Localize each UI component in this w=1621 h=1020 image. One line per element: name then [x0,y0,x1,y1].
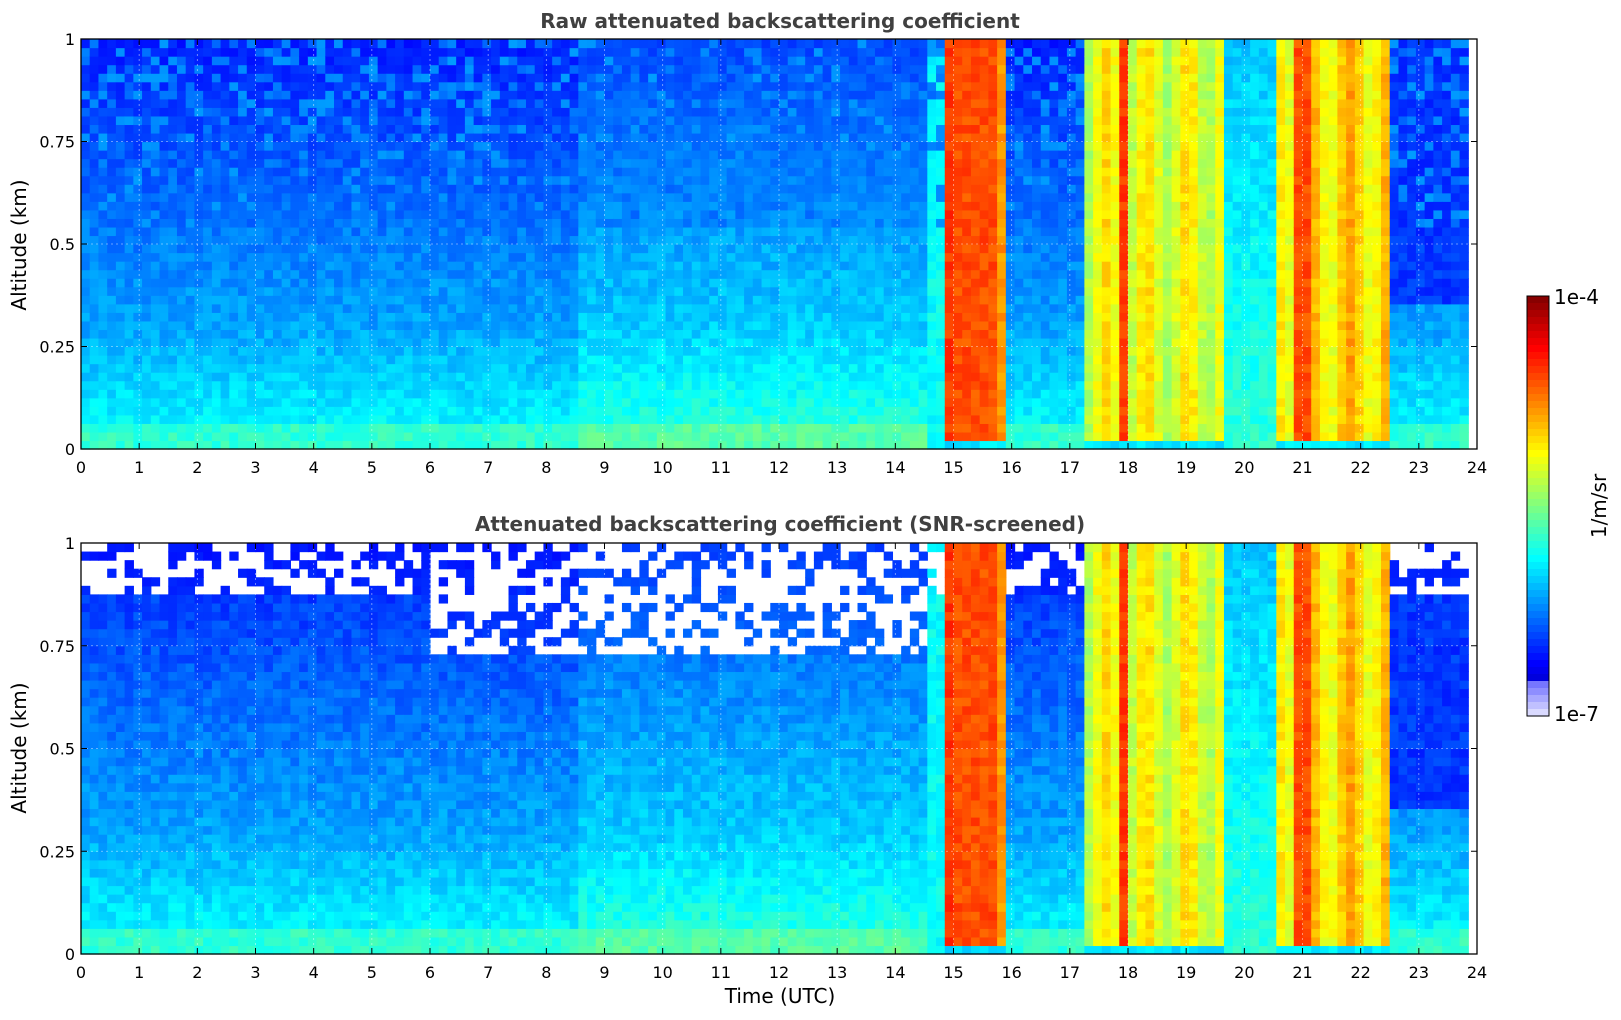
x-tick-label: 16 [1001,963,1021,982]
x-tick-label: 2 [192,963,202,982]
panel-screened: Attenuated backscattering coefficient (S… [7,512,1487,1008]
x-tick-label: 17 [1060,963,1080,982]
x-tick-label: 24 [1467,458,1487,477]
y-tick-label: 1 [65,30,75,49]
x-tick-label: 6 [425,963,435,982]
x-tick-label: 16 [1001,458,1021,477]
x-tick-label: 5 [367,458,377,477]
x-tick-label: 19 [1176,458,1196,477]
y-axis-label-raw: Altitude (km) [7,179,31,310]
y-tick-label: 0.75 [39,637,75,656]
y-tick-label: 0.25 [39,842,75,861]
x-tick-label: 1 [134,963,144,982]
x-tick-labels-screened: 0 1 2 3 4 5 6 7 8 9 10 11 12 13 14 15 16 17 18 19 20 21 22 23 24 [76,543,1487,982]
x-tick-label: 8 [541,963,551,982]
colorbar-gradient [1527,296,1549,717]
x-tick-label: 13 [827,458,847,477]
x-tick-label: 20 [1234,963,1254,982]
colorbar-frame [1526,295,1550,717]
grid-screened [81,543,1477,954]
x-tick-label: 23 [1409,458,1429,477]
colorbar-unit-label: 1/m/sr [1587,473,1611,538]
x-tick-label: 3 [250,963,260,982]
x-tick-labels-raw: 0 1 2 3 4 5 6 7 8 9 10 11 12 13 14 15 16 17 18 19 20 21 22 23 24 [76,39,1487,477]
x-tick-label: 3 [250,458,260,477]
y-tick-labels-screened: 0 0.25 0.5 0.75 1 [39,534,1477,964]
x-tick-label: 7 [483,458,493,477]
y-tick-label: 0.25 [39,338,75,357]
x-tick-label: 10 [652,963,672,982]
x-tick-label: 9 [599,458,609,477]
x-tick-label: 13 [827,963,847,982]
colorbar-min-label: 1e-7 [1554,702,1599,726]
grid-raw [81,39,1477,449]
x-tick-label: 8 [541,458,551,477]
y-axis-label-screened: Altitude (km) [7,682,31,813]
x-tick-label: 5 [367,963,377,982]
y-tick-label: 0 [65,945,75,964]
x-tick-label: 11 [711,963,731,982]
x-tick-label: 7 [483,963,493,982]
y-tick-label: 0.5 [50,740,75,759]
x-tick-label: 20 [1234,458,1254,477]
x-tick-label: 10 [652,458,672,477]
panel-raw: Raw attenuated backscattering coefficien… [7,9,1487,477]
x-tick-label: 14 [885,963,905,982]
colorbar-max-label: 1e-4 [1554,285,1599,309]
x-tick-label: 22 [1350,458,1370,477]
x-tick-label: 12 [769,963,789,982]
x-tick-label: 17 [1060,458,1080,477]
y-tick-labels-raw: 0 0.25 0.5 0.75 1 [39,30,1477,459]
x-tick-label: 12 [769,458,789,477]
x-tick-label: 6 [425,458,435,477]
panel-raw-title: Raw attenuated backscattering coefficien… [540,9,1020,33]
x-tick-label: 22 [1350,963,1370,982]
panel-screened-title: Attenuated backscattering coefficient (S… [475,512,1085,536]
x-tick-label: 21 [1292,963,1312,982]
y-tick-label: 1 [65,534,75,553]
x-tick-label: 14 [885,458,905,477]
x-tick-label: 15 [943,963,963,982]
x-tick-label: 9 [599,963,609,982]
y-tick-label: 0.5 [50,235,75,254]
x-tick-label: 18 [1118,963,1138,982]
x-tick-label: 11 [711,458,731,477]
x-tick-label: 2 [192,458,202,477]
x-tick-label: 24 [1467,963,1487,982]
x-tick-label: 4 [309,458,319,477]
y-tick-label: 0 [65,440,75,459]
colorbar: 1e-4 1e-7 1/m/sr [1526,285,1611,726]
heatmap-raw [81,39,1477,450]
x-tick-label: 23 [1409,963,1429,982]
x-tick-label: 1 [134,458,144,477]
x-tick-label: 4 [309,963,319,982]
x-axis-label: Time (UTC) [724,984,836,1008]
x-tick-label: 21 [1292,458,1312,477]
x-tick-label: 15 [943,458,963,477]
heatmap-screened [81,543,1477,955]
x-tick-label: 19 [1176,963,1196,982]
y-tick-label: 0.75 [39,133,75,152]
x-tick-label: 0 [76,963,86,982]
x-tick-label: 0 [76,458,86,477]
x-tick-label: 18 [1118,458,1138,477]
